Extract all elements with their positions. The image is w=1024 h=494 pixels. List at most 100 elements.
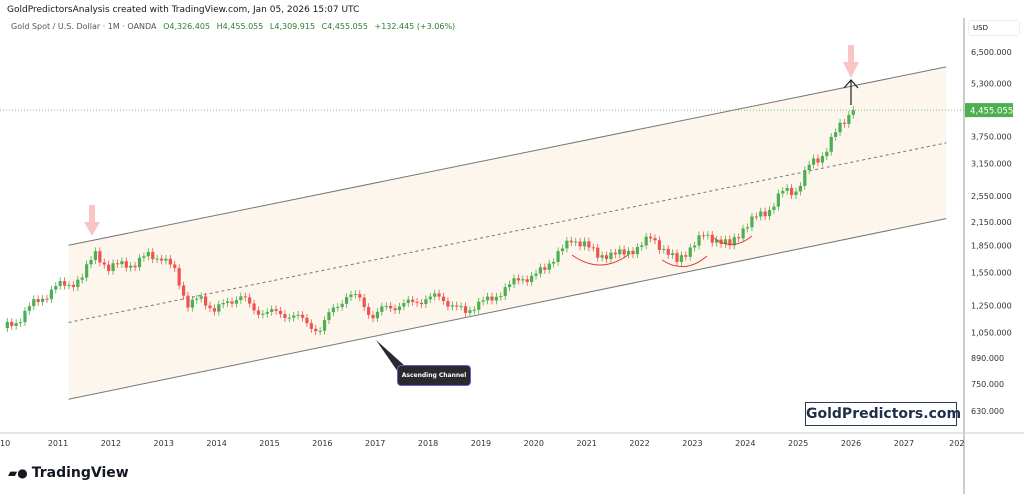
candle-body (27, 306, 31, 311)
candle (776, 189, 780, 211)
time-tick-label: 2023 (682, 439, 702, 448)
candle (168, 255, 172, 269)
cup-arc-1 (571, 254, 629, 266)
candle-body (142, 256, 146, 258)
candle-body (36, 299, 40, 303)
time-tick-label: 10 (0, 439, 10, 448)
price-tick-label: 1,850.000 (971, 241, 1012, 250)
candle (591, 243, 595, 252)
candle (120, 257, 124, 269)
price-tick-label: 1,050.000 (971, 328, 1012, 337)
candle-body (67, 284, 71, 286)
candle (675, 249, 679, 266)
candle-body (741, 228, 745, 239)
candle-body (49, 289, 53, 300)
candle-body (98, 251, 102, 263)
candle-body (446, 300, 450, 307)
candle-body (10, 321, 14, 326)
candle (798, 182, 802, 196)
candle (842, 119, 847, 128)
candle-body (389, 305, 393, 309)
candle-body (671, 253, 675, 255)
candle-body (243, 296, 247, 298)
candle (812, 154, 816, 169)
time-tick-label: 2014 (206, 439, 226, 448)
candle-body (5, 321, 9, 329)
candle (155, 254, 159, 264)
candle-body (847, 114, 851, 124)
symbol-name[interactable]: Gold Spot / U.S. Dollar · 1M · OANDA (11, 22, 157, 31)
tradingview-logo-icon: ▰● (8, 466, 28, 480)
tradingview-logo-text: TradingView (31, 465, 129, 481)
candle-body (441, 296, 446, 301)
time-tick-label: 2016 (312, 439, 332, 448)
candle (741, 224, 745, 243)
candle (587, 237, 591, 252)
candle (292, 311, 296, 322)
candle (402, 299, 406, 311)
candle-body (648, 236, 653, 239)
candle (494, 292, 498, 305)
candle-body (750, 216, 754, 228)
candle-body (102, 262, 106, 265)
candle-body (600, 255, 604, 258)
candle-body (177, 268, 181, 286)
candle (181, 281, 186, 300)
down-arrow-icon (843, 45, 859, 78)
candle-body (384, 305, 388, 307)
candle (644, 232, 648, 250)
candle-body (406, 299, 410, 304)
candle (195, 294, 199, 304)
candle (23, 307, 27, 327)
candle-body (772, 206, 776, 210)
candle (353, 290, 357, 299)
candle (728, 235, 732, 250)
candle (71, 281, 76, 291)
candle-body (842, 122, 847, 124)
candle-body (208, 305, 212, 309)
candle-body (367, 307, 371, 315)
candle (340, 300, 344, 311)
last-price-label: 4,455.055 (970, 107, 1013, 117)
time-tick-label: 2024 (735, 439, 755, 448)
candle (785, 184, 789, 195)
candle (499, 292, 503, 301)
candle (829, 133, 833, 156)
candle-body (296, 314, 300, 316)
candle-body (582, 241, 587, 247)
candle (142, 252, 146, 262)
candle (40, 294, 45, 306)
candle-body (516, 278, 521, 281)
chart-credit: GoldPredictorsAnalysis created with Trad… (7, 5, 360, 15)
candle-body (693, 245, 697, 248)
candle (710, 230, 714, 247)
candle (384, 302, 388, 311)
candle (468, 306, 472, 317)
candle-body (314, 328, 318, 332)
candle (137, 253, 142, 272)
time-tick-label: 2012 (101, 439, 121, 448)
candle (732, 233, 736, 250)
price-tick-label: 5,300.000 (971, 79, 1012, 88)
candle (463, 302, 468, 317)
candle-body (226, 301, 230, 304)
candle (565, 236, 569, 253)
candle (54, 282, 58, 294)
candle-body (838, 122, 842, 133)
candle (18, 318, 23, 328)
candle-body (397, 306, 402, 311)
candle-body (283, 314, 287, 318)
candle (336, 303, 340, 312)
candle (93, 247, 98, 264)
candle (613, 248, 617, 259)
candle (80, 273, 84, 284)
candle-body (688, 247, 692, 257)
candle (115, 259, 120, 269)
candle (49, 285, 53, 304)
currency-button[interactable]: USD (968, 20, 1020, 36)
candle-body (248, 297, 252, 304)
candle (300, 311, 305, 322)
candle-body (402, 303, 406, 307)
candle (371, 311, 375, 323)
